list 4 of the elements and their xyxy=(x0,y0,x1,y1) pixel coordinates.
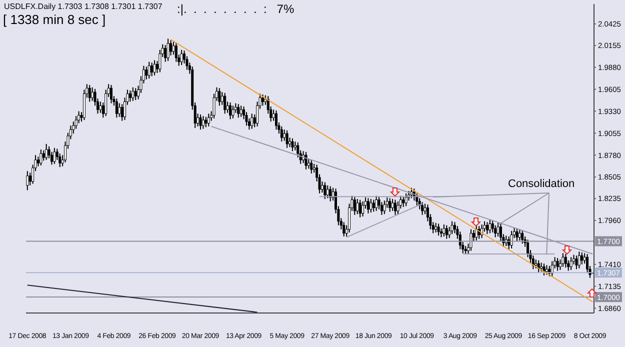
annotation: Consolidation xyxy=(508,178,575,190)
text: [ 1338 min 8 sec ] xyxy=(3,12,106,27)
chart-title: USDLFX.Daily 1.7303 1.7308 1.7301 1.7307 xyxy=(4,2,162,11)
annotation: :|. . . . . . . . : 7% xyxy=(177,2,294,16)
